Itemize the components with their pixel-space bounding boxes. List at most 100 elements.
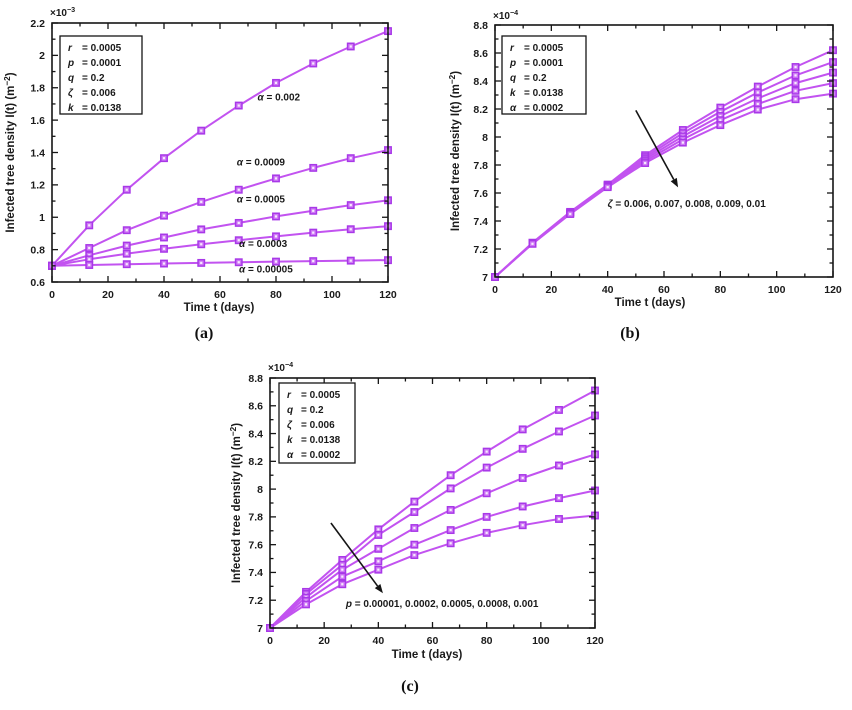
y-tick-label: 7.2 bbox=[248, 595, 263, 607]
data-marker-center bbox=[719, 110, 722, 113]
x-tick-label: 100 bbox=[323, 289, 341, 301]
subplot-a: 0 20 40 60 80 100 120 0.6 0.8 1 1.2 1.4 1.6 1.8 2 2.2 ×1… bbox=[3, 5, 397, 314]
data-marker-center bbox=[644, 161, 647, 165]
data-marker-center bbox=[557, 517, 561, 521]
curve-p=0.00001 bbox=[269, 389, 596, 629]
data-marker-center bbox=[341, 568, 344, 571]
legend-entry: k = 0.0138 bbox=[510, 88, 564, 99]
annotation-label: α = 0.002 bbox=[257, 93, 300, 104]
data-marker-center bbox=[125, 188, 128, 191]
data-marker-center bbox=[756, 97, 759, 100]
y-tick-label: 8.6 bbox=[473, 48, 488, 60]
legend-entry: ζ = 0.006 bbox=[68, 88, 116, 99]
legend-entry: p = 0.0001 bbox=[67, 58, 122, 69]
y-tick-label: 7.8 bbox=[248, 512, 263, 524]
y-tick-label: 1.8 bbox=[30, 83, 45, 95]
y-tick-label: 8.8 bbox=[473, 20, 488, 32]
data-marker-center bbox=[377, 547, 380, 550]
legend-entry: r = 0.0005 bbox=[68, 43, 122, 54]
data-marker-center bbox=[274, 81, 278, 84]
data-marker-center bbox=[88, 224, 91, 227]
x-tick-label: 60 bbox=[427, 635, 439, 647]
data-marker-center bbox=[162, 247, 166, 250]
x-tick-label: 120 bbox=[824, 284, 842, 296]
data-marker-center bbox=[200, 228, 203, 231]
data-marker-center bbox=[88, 246, 91, 250]
annotation-label: α = 0.0009 bbox=[237, 157, 286, 168]
data-marker-center bbox=[377, 568, 380, 571]
data-marker-center bbox=[756, 91, 759, 94]
data-marker-center bbox=[557, 464, 561, 467]
data-marker-center bbox=[200, 261, 203, 264]
data-marker-center bbox=[756, 102, 759, 106]
data-marker-center bbox=[794, 98, 797, 101]
y-axis-label: Infected tree density I(t) (m−2) bbox=[229, 423, 243, 583]
y-tick-label: 8.8 bbox=[248, 373, 263, 385]
x-tick-label: 40 bbox=[158, 289, 170, 301]
x-tick-label: 0 bbox=[267, 635, 273, 647]
y-tick-label: 7 bbox=[257, 623, 263, 635]
annotation-label: α = 0.0003 bbox=[239, 239, 288, 250]
y-tick-label: 7.6 bbox=[248, 539, 263, 551]
y-exponent-label: ×10−4 bbox=[268, 360, 293, 374]
curve-p=0.0002 bbox=[269, 414, 596, 629]
data-marker-center bbox=[312, 231, 315, 234]
x-axis-label: Time t (days) bbox=[615, 297, 686, 309]
data-marker-center bbox=[274, 215, 278, 218]
x-tick-label: 80 bbox=[714, 284, 726, 296]
data-marker-center bbox=[719, 114, 722, 118]
data-marker-center bbox=[681, 141, 684, 144]
legend-entry: q = 0.2 bbox=[510, 73, 547, 84]
data-marker-center bbox=[485, 531, 488, 534]
legend-entry: r = 0.0005 bbox=[287, 390, 341, 401]
x-tick-label: 40 bbox=[602, 284, 614, 296]
data-marker-center bbox=[341, 558, 344, 562]
data-marker-center bbox=[125, 244, 128, 247]
subplot-b: 0 20 40 60 80 100 120 7 7.2 7.4 7.6 7.8 8 8.2 8.4 8.6 8.… bbox=[448, 8, 842, 309]
direction-arrow bbox=[635, 110, 675, 180]
data-marker-center bbox=[237, 188, 240, 191]
data-marker-center bbox=[274, 260, 278, 263]
data-marker-center bbox=[349, 204, 352, 207]
data-marker-center bbox=[521, 447, 524, 450]
data-marker-center bbox=[312, 260, 315, 263]
y-axis-label: Infected tree density I(t) (m−2) bbox=[448, 71, 462, 231]
data-marker-center bbox=[162, 236, 166, 239]
data-marker-center bbox=[304, 603, 308, 606]
x-axis-label: Time t (days) bbox=[184, 302, 255, 314]
x-tick-label: 80 bbox=[270, 289, 282, 301]
x-tick-label: 40 bbox=[372, 635, 384, 647]
legend-entry: r = 0.0005 bbox=[510, 43, 564, 54]
legend-box bbox=[59, 35, 143, 115]
y-tick-label: 8.4 bbox=[248, 428, 263, 440]
y-axis-label: Infected tree density I(t) (m−2) bbox=[3, 72, 17, 232]
data-marker-center bbox=[794, 82, 797, 85]
direction-arrow-head bbox=[374, 583, 383, 594]
x-tick-label: 20 bbox=[545, 284, 557, 296]
legend-entry: k = 0.0138 bbox=[287, 435, 341, 446]
y-tick-label: 2.2 bbox=[30, 18, 45, 30]
data-marker-center bbox=[349, 45, 352, 48]
x-tick-label: 120 bbox=[586, 635, 604, 647]
data-marker-center bbox=[341, 583, 344, 586]
data-marker-center bbox=[557, 430, 561, 433]
data-marker-center bbox=[88, 254, 91, 257]
y-tick-label: 7.2 bbox=[473, 244, 488, 256]
y-tick-label: 1.6 bbox=[30, 115, 45, 127]
subplot-a-label: (a) bbox=[194, 325, 214, 342]
data-marker-center bbox=[312, 209, 315, 212]
data-marker-center bbox=[237, 239, 240, 242]
y-tick-label: 0.6 bbox=[30, 277, 45, 289]
y-tick-label: 7 bbox=[482, 272, 488, 284]
data-marker-center bbox=[413, 500, 416, 503]
data-marker-center bbox=[200, 129, 203, 132]
data-marker-center bbox=[88, 263, 91, 267]
y-tick-label: 1 bbox=[39, 212, 45, 224]
direction-arrow bbox=[330, 522, 379, 587]
legend-entry: q = 0.2 bbox=[287, 405, 324, 416]
data-marker-center bbox=[413, 543, 416, 546]
curve-alpha=0.0005 bbox=[51, 199, 389, 267]
legend-box bbox=[278, 382, 356, 464]
x-tick-label: 20 bbox=[102, 289, 114, 301]
